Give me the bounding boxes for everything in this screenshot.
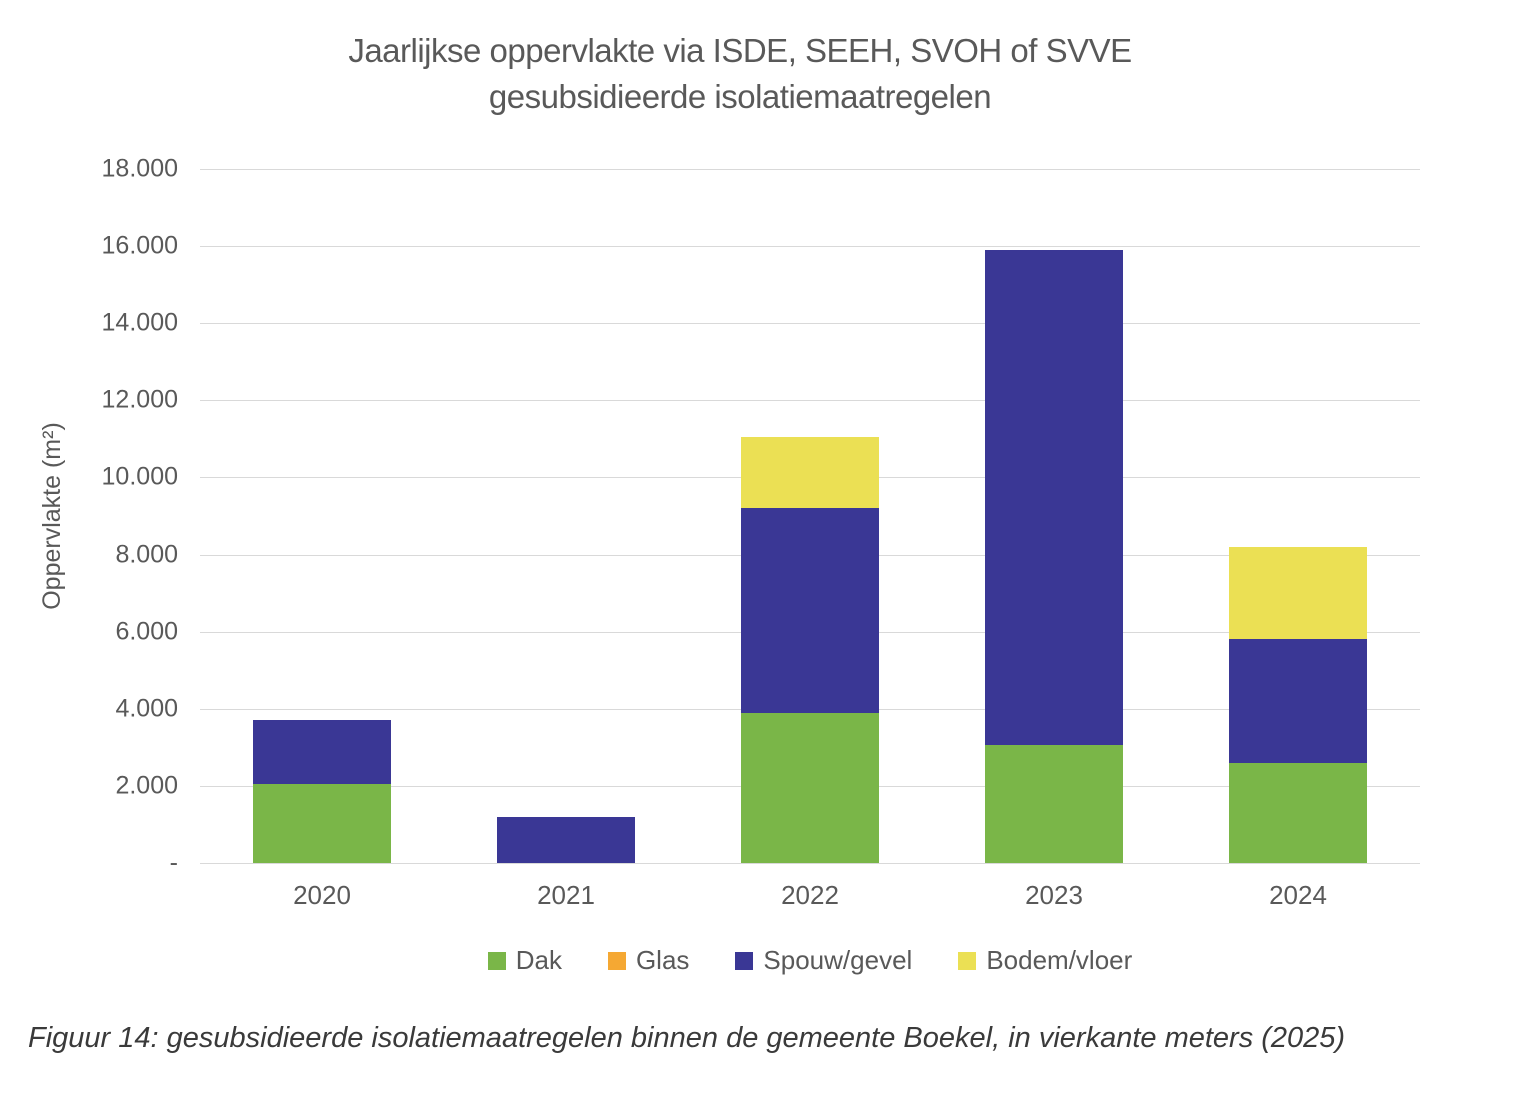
x-axis-label-2021: 2021	[537, 880, 595, 910]
legend-item-spouw-gevel: Spouw/gevel	[735, 945, 912, 976]
chart-legend: Dak Glas Spouw/gevel Bodem/vloer	[200, 945, 1420, 976]
y-tick-label: 14.000	[101, 308, 178, 337]
legend-item-bodem-vloer: Bodem/vloer	[958, 945, 1132, 976]
y-tick-label: 2.000	[115, 771, 178, 800]
bar-segment-spouw-gevel-2023	[985, 249, 1123, 746]
legend-label: Glas	[635, 945, 690, 975]
y-tick-label: -	[169, 848, 178, 877]
gridline	[200, 400, 1420, 402]
y-tick-label: 10.000	[101, 462, 178, 491]
chart-title-line2: gesubsidieerde isolatiemaatregelen	[488, 78, 992, 115]
gridline	[200, 169, 1420, 170]
bar-slot-2020	[200, 169, 444, 863]
bar-stack-2020	[253, 720, 391, 863]
bar-slot-2024	[1176, 169, 1420, 863]
bar-segment-bodem-vloer-2022	[741, 436, 879, 509]
legend-item-glas: Glas	[607, 945, 690, 976]
figure-caption: Figuur 14: gesubsidieerde isolatiemaatre…	[28, 1022, 1346, 1054]
chart-title-line1: Jaarlijkse oppervlakte via ISDE, SEEH, S…	[348, 32, 1132, 69]
legend-item-dak: Dak	[487, 945, 562, 976]
x-axis-label-2020: 2020	[293, 880, 351, 910]
legend-label: Dak	[515, 945, 562, 975]
legend-swatch-icon	[958, 951, 977, 970]
y-tick-label: 16.000	[101, 231, 178, 260]
bar-stack-2022	[741, 436, 879, 863]
legend-label: Bodem/vloer	[986, 945, 1133, 975]
bar-stack-2024	[1229, 546, 1367, 863]
x-axis-label-2022: 2022	[781, 880, 839, 910]
bar-segment-spouw-gevel-2020	[253, 720, 391, 784]
x-axis-label-2023: 2023	[1025, 880, 1083, 910]
bar-slot-2021	[444, 169, 688, 863]
y-tick-label: 12.000	[101, 385, 178, 414]
chart-plot	[200, 169, 1420, 864]
legend-swatch-icon	[607, 951, 626, 970]
gridline	[200, 246, 1420, 248]
bar-segment-bodem-vloer-2024	[1229, 546, 1367, 640]
bar-segment-dak-2024	[1229, 762, 1367, 863]
gridline	[200, 323, 1420, 325]
y-axis-tick-labels: 18.000 16.000 14.000 12.000 10.000 8.000 6.000…	[0, 155, 178, 877]
y-tick-label: 4.000	[115, 694, 178, 723]
bar-stack-2023	[985, 249, 1123, 863]
bar-segment-dak-2022	[741, 712, 879, 863]
x-axis-label-2024: 2024	[1269, 880, 1327, 910]
bar-segment-spouw-gevel-2022	[741, 508, 879, 713]
bar-series-area	[200, 169, 1420, 863]
bar-slot-2023	[932, 169, 1176, 863]
bar-segment-dak-2023	[985, 745, 1123, 863]
bar-segment-spouw-gevel-2024	[1229, 639, 1367, 763]
bar-slot-2022	[688, 169, 932, 863]
bar-segment-spouw-gevel-2021	[497, 816, 635, 863]
gridline	[200, 863, 1420, 864]
bar-stack-2021	[497, 816, 635, 863]
y-tick-label: 6.000	[115, 617, 178, 646]
x-axis-labels: 2020 2021 2022 2023 2024	[200, 880, 1420, 911]
legend-swatch-icon	[487, 951, 506, 970]
chart-title: Jaarlijkse oppervlakte via ISDE, SEEH, S…	[120, 28, 1360, 120]
y-tick-label: 8.000	[115, 540, 178, 569]
bar-segment-dak-2020	[253, 783, 391, 863]
legend-label: Spouw/gevel	[763, 945, 913, 975]
y-tick-label: 18.000	[101, 154, 178, 183]
legend-swatch-icon	[735, 951, 754, 970]
